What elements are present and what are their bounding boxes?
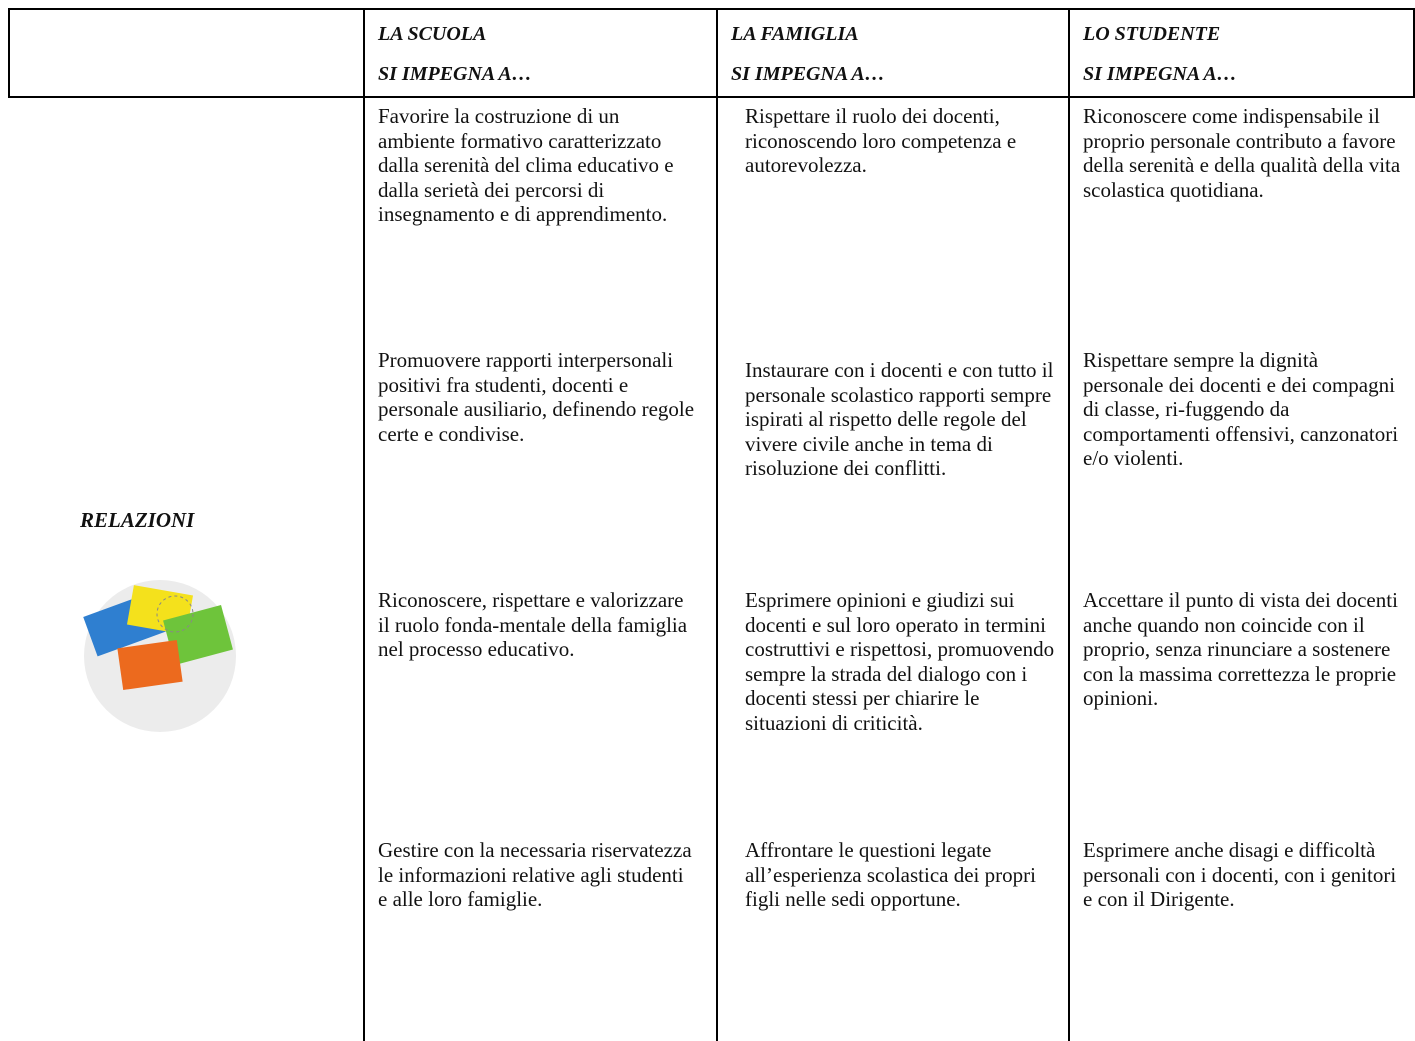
cell-text: Riconoscere, rispettare e valorizzare il… — [378, 588, 688, 661]
cell-text: Esprimere anche disagi e difficoltà pers… — [1083, 838, 1397, 911]
cell-text: Accettare il punto di vista dei docenti … — [1083, 588, 1398, 710]
cell-text: Favorire la costruzione di un ambiente f… — [378, 104, 674, 226]
column-header: LO STUDENTE — [1083, 23, 1221, 45]
table-border — [716, 8, 718, 1041]
table-border — [363, 8, 365, 1041]
column-header: LA FAMIGLIA — [731, 23, 859, 45]
cell-text: Rispettare sempre la dignità personale d… — [1083, 348, 1399, 470]
cell-text: Riconoscere come indispensabile il propr… — [1083, 104, 1401, 202]
puzzle-logo — [83, 580, 236, 732]
cell-text: Gestire con la necessaria riservatezza l… — [378, 838, 692, 911]
cell-text: Rispettare il ruolo dei docenti, riconos… — [745, 104, 1017, 177]
table-border — [8, 96, 1415, 98]
column-header: SI IMPEGNA A… — [378, 63, 532, 85]
column-header: LA SCUOLA — [378, 23, 487, 45]
table-border — [1068, 8, 1070, 1041]
table-border — [8, 8, 1415, 10]
cell-text: Promuovere rapporti interpersonali posit… — [378, 348, 695, 446]
column-header: SI IMPEGNA A… — [1083, 63, 1237, 85]
cell-text: Esprimere opinioni e giudizi sui docenti… — [745, 588, 1055, 735]
column-header: SI IMPEGNA A… — [731, 63, 885, 85]
table-border — [1413, 8, 1415, 98]
cell-text: Affrontare le questioni legate all’esper… — [745, 838, 1036, 911]
row-label: RELAZIONI — [80, 508, 195, 532]
cell-text: Instaurare con i docenti e con tutto il … — [745, 358, 1054, 480]
table-border — [8, 8, 10, 98]
